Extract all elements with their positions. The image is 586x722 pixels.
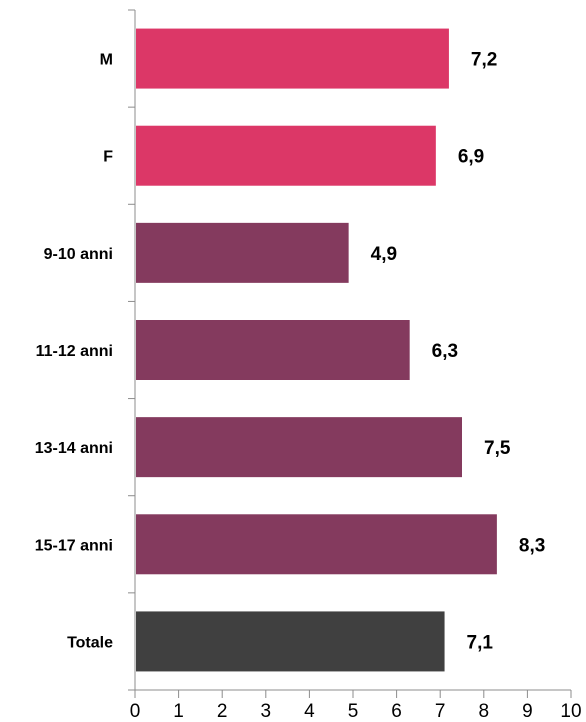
x-tick-label-6: 6 <box>391 701 402 722</box>
x-tick-label-4: 4 <box>304 701 315 722</box>
category-label-13-14-anni: 13-14 anni <box>35 440 113 457</box>
bar-totale <box>136 611 445 672</box>
x-tick-label-1: 1 <box>173 701 184 722</box>
x-tick-label-2: 2 <box>217 701 228 722</box>
bar-9-10-anni <box>136 222 349 283</box>
value-label-totale: 7,1 <box>467 632 494 653</box>
x-tick-label-8: 8 <box>479 701 490 722</box>
category-label-9-10-anni: 9-10 anni <box>44 246 113 263</box>
bars-group <box>136 28 497 672</box>
category-label-f: F <box>103 149 113 166</box>
bar-f <box>136 125 436 186</box>
value-label-15-17-anni: 8,3 <box>519 535 545 556</box>
category-label-m: M <box>100 52 113 69</box>
category-label-15-17-anni: 15-17 anni <box>35 537 113 554</box>
bar-m <box>136 28 449 89</box>
x-tick-label-7: 7 <box>435 701 446 722</box>
x-tick-label-9: 9 <box>522 701 533 722</box>
axes-group <box>128 9 572 698</box>
bar-13-14-anni <box>136 417 462 478</box>
x-tick-label-0: 0 <box>130 701 141 722</box>
bar-15-17-anni <box>136 514 497 575</box>
x-tick-label-5: 5 <box>348 701 359 722</box>
category-label-totale: Totale <box>67 634 113 651</box>
value-label-11-12-anni: 6,3 <box>432 341 458 362</box>
labels-group: M 7,2 F 6,9 9-10 anni 4,9 11-12 anni 6,3 13-14 a… <box>35 50 582 722</box>
value-label-m: 7,2 <box>471 50 497 71</box>
value-label-9-10-anni: 4,9 <box>371 244 397 265</box>
x-tick-label-10: 10 <box>560 701 581 722</box>
x-tick-label-3: 3 <box>261 701 272 722</box>
bar-11-12-anni <box>136 320 410 380</box>
value-label-f: 6,9 <box>458 147 484 168</box>
category-label-11-12-anni: 11-12 anni <box>36 343 113 360</box>
value-label-13-14-anni: 7,5 <box>484 438 511 459</box>
